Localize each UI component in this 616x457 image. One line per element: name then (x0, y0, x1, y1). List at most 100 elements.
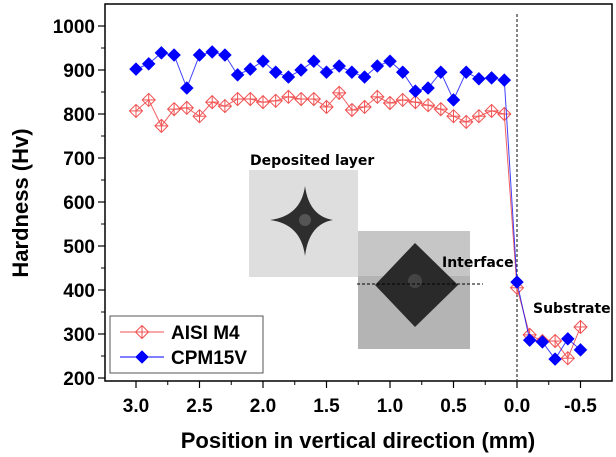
x-tick-label: 0.0 (504, 396, 530, 417)
data-point-aisi-m4 (357, 99, 372, 115)
data-point-cpm15v (129, 62, 143, 76)
x-tick-label: 2.5 (186, 396, 213, 417)
data-point-aisi-m4 (293, 91, 309, 107)
legend-label-cpm15v: CPM15V (171, 348, 247, 369)
y-tick-label: 800 (63, 105, 95, 126)
x-axis: 3.0 2.5 2.0 1.5 1.0 0.5 0.0 -0.5 (123, 381, 597, 417)
data-point-aisi-m4 (319, 99, 334, 115)
data-point-cpm15v (433, 65, 448, 80)
data-point-cpm15v (510, 275, 524, 289)
data-point-aisi-m4 (217, 98, 233, 114)
data-point-aisi-m4 (255, 94, 271, 110)
y-axis: 200 300 400 500 600 700 800 900 1000 (53, 17, 105, 390)
y-tick-label: 900 (63, 61, 95, 82)
data-point-cpm15v (205, 45, 220, 59)
series-cpm15v (129, 45, 588, 366)
deposited-layer-inset (249, 170, 358, 277)
legend-box (109, 315, 264, 374)
annotation-substrate: Substrate (533, 301, 611, 317)
data-point-aisi-m4 (268, 93, 283, 109)
y-tick-label: 1000 (53, 17, 95, 38)
x-tick-label: -0.5 (564, 396, 597, 417)
data-point-aisi-m4 (484, 103, 499, 119)
data-point-aisi-m4 (243, 91, 258, 107)
data-point-cpm15v (281, 70, 296, 84)
data-point-cpm15v (357, 70, 372, 84)
data-point-cpm15v (408, 84, 423, 98)
data-point-cpm15v (294, 63, 308, 77)
data-point-aisi-m4 (128, 103, 144, 119)
series-aisi-m4 (128, 85, 588, 366)
data-point-cpm15v (383, 54, 397, 69)
x-tick-label: 0.5 (440, 396, 467, 417)
interface-indent-center (408, 274, 422, 288)
data-series (128, 45, 588, 366)
data-point-aisi-m4 (306, 91, 322, 107)
series-line-aisi-m4 (135, 92, 581, 360)
data-point-aisi-m4 (420, 97, 436, 113)
data-point-cpm15v (192, 48, 207, 62)
data-point-aisi-m4 (547, 333, 563, 349)
data-point-aisi-m4 (344, 102, 360, 118)
data-point-cpm15v (535, 335, 550, 349)
data-point-cpm15v (268, 65, 283, 80)
annotation-deposited-layer: Deposited layer (250, 153, 374, 169)
data-point-cpm15v (370, 59, 385, 73)
data-point-aisi-m4 (471, 108, 487, 124)
data-point-cpm15v (141, 56, 156, 71)
x-tick-label: 2.0 (250, 396, 276, 417)
data-point-aisi-m4 (154, 118, 169, 134)
y-tick-label: 600 (63, 193, 95, 214)
data-point-aisi-m4 (204, 94, 220, 110)
data-point-aisi-m4 (433, 101, 449, 117)
data-point-cpm15v (472, 71, 486, 86)
deposited-indent-center (299, 214, 311, 226)
data-point-cpm15v (179, 81, 194, 95)
data-point-cpm15v (332, 59, 347, 73)
legend: AISI M4 CPM15V (109, 315, 264, 374)
data-point-aisi-m4 (230, 91, 245, 107)
data-point-aisi-m4 (370, 89, 385, 105)
y-tick-label: 700 (63, 149, 95, 170)
data-point-aisi-m4 (497, 106, 512, 122)
y-axis-title: Hardness (Hv) (8, 128, 33, 277)
x-tick-label: 3.0 (123, 396, 149, 417)
legend-label-aisi-m4: AISI M4 (171, 323, 240, 344)
data-point-cpm15v (345, 65, 359, 80)
interface-inset (357, 231, 483, 349)
data-point-cpm15v (497, 73, 512, 87)
data-point-cpm15v (421, 81, 435, 95)
legend-marker-cpm15v (135, 350, 149, 364)
data-point-cpm15v (256, 54, 270, 69)
data-point-cpm15v (548, 352, 562, 366)
data-point-cpm15v (306, 54, 321, 69)
data-point-aisi-m4 (141, 92, 156, 108)
data-point-cpm15v (167, 48, 181, 62)
data-point-aisi-m4 (573, 319, 588, 335)
data-point-cpm15v (459, 65, 474, 80)
data-point-aisi-m4 (458, 114, 474, 130)
data-point-cpm15v (573, 342, 588, 357)
data-point-cpm15v (319, 65, 334, 80)
x-tick-label: 1.0 (377, 396, 403, 417)
annotation-interface: Interface (442, 255, 514, 271)
y-tick-label: 500 (63, 237, 95, 258)
data-point-aisi-m4 (382, 95, 398, 111)
y-tick-label: 200 (63, 369, 95, 390)
data-point-cpm15v (218, 48, 232, 62)
data-point-aisi-m4 (281, 89, 296, 105)
x-axis-title: Position in vertical direction (mm) (181, 428, 536, 453)
micrograph-insets (249, 170, 483, 349)
x-tick-label: 1.5 (313, 396, 340, 417)
data-point-aisi-m4 (192, 108, 207, 124)
legend-marker-aisi-m4 (134, 324, 150, 340)
data-point-aisi-m4 (166, 101, 182, 117)
data-point-cpm15v (230, 67, 245, 82)
data-point-cpm15v (243, 62, 258, 76)
data-point-aisi-m4 (179, 100, 195, 116)
data-point-cpm15v (560, 331, 575, 346)
data-point-cpm15v (395, 65, 410, 80)
y-tick-label: 300 (63, 325, 95, 346)
data-point-aisi-m4 (446, 108, 461, 124)
